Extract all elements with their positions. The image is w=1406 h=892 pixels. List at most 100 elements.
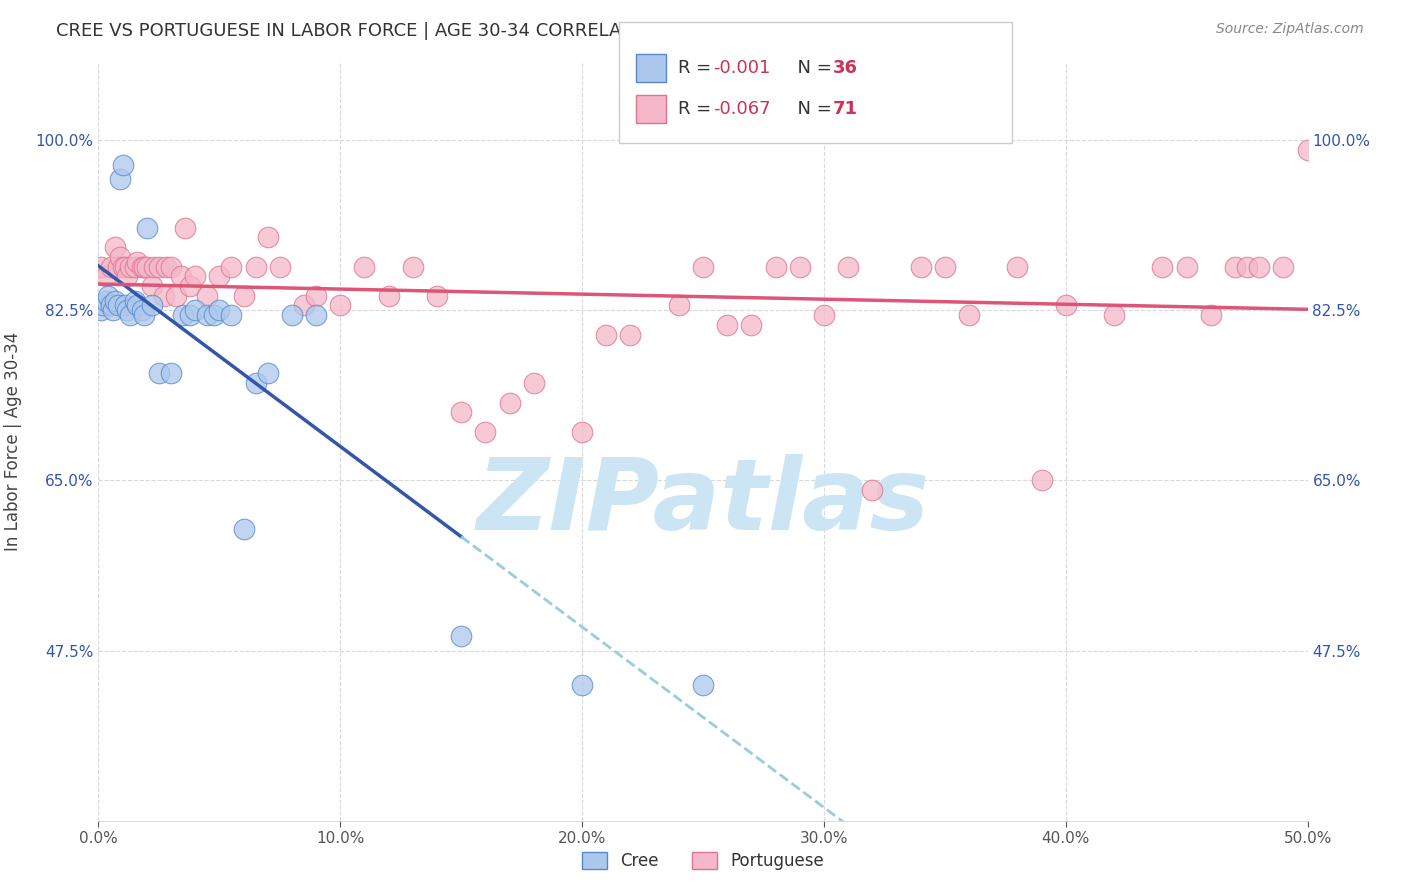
- Text: R =: R =: [678, 59, 717, 77]
- Point: [148, 367, 170, 381]
- Point: [134, 308, 156, 322]
- Point: [118, 308, 141, 322]
- Point: [668, 298, 690, 312]
- Point: [195, 308, 218, 322]
- Point: [114, 298, 136, 312]
- Point: [1054, 298, 1077, 312]
- Point: [160, 260, 183, 274]
- Point: [184, 303, 207, 318]
- Legend: Cree, Portuguese: Cree, Portuguese: [575, 845, 831, 877]
- Point: [90, 303, 112, 318]
- Point: [127, 298, 149, 312]
- Point: [108, 172, 131, 186]
- Point: [1199, 308, 1222, 322]
- Point: [108, 250, 131, 264]
- Point: [160, 367, 183, 381]
- Y-axis label: In Labor Force | Age 30-34: In Labor Force | Age 30-34: [4, 332, 21, 551]
- Point: [1223, 260, 1246, 274]
- Point: [97, 289, 120, 303]
- Text: -0.001: -0.001: [713, 59, 770, 77]
- Point: [402, 260, 425, 274]
- Point: [100, 298, 122, 312]
- Point: [131, 260, 153, 274]
- Point: [208, 269, 231, 284]
- Point: [179, 279, 201, 293]
- Point: [256, 367, 278, 381]
- Point: [104, 293, 127, 308]
- Point: [94, 269, 117, 284]
- Point: [174, 220, 197, 235]
- Point: [1007, 260, 1029, 274]
- Point: [353, 260, 375, 274]
- Point: [474, 425, 496, 439]
- Point: [245, 376, 267, 391]
- Point: [107, 298, 129, 312]
- Text: -0.067: -0.067: [713, 100, 770, 118]
- Point: [619, 327, 641, 342]
- Point: [269, 260, 291, 274]
- Point: [179, 308, 201, 322]
- Text: 36: 36: [832, 59, 858, 77]
- Point: [692, 260, 714, 274]
- Point: [134, 260, 156, 274]
- Point: [245, 260, 267, 274]
- Point: [135, 220, 157, 235]
- Point: [860, 483, 883, 497]
- Point: [155, 260, 177, 274]
- Text: N =: N =: [786, 100, 838, 118]
- Point: [124, 260, 146, 274]
- Point: [111, 260, 134, 274]
- Point: [1236, 260, 1258, 274]
- Point: [377, 289, 399, 303]
- Point: [141, 279, 163, 293]
- Text: 71: 71: [832, 100, 858, 118]
- Point: [111, 157, 134, 171]
- Point: [152, 289, 174, 303]
- Text: CREE VS PORTUGUESE IN LABOR FORCE | AGE 30-34 CORRELATION CHART: CREE VS PORTUGUESE IN LABOR FORCE | AGE …: [56, 22, 731, 40]
- Point: [716, 318, 738, 332]
- Point: [1296, 143, 1319, 157]
- Point: [221, 260, 243, 274]
- Point: [169, 269, 191, 284]
- Point: [148, 260, 170, 274]
- Point: [837, 260, 859, 274]
- Text: ZIPatlas: ZIPatlas: [477, 454, 929, 550]
- Point: [305, 308, 328, 322]
- Point: [1272, 260, 1295, 274]
- Point: [131, 303, 153, 318]
- Point: [195, 289, 218, 303]
- Point: [957, 308, 980, 322]
- Text: R =: R =: [678, 100, 717, 118]
- Point: [101, 303, 124, 318]
- Point: [221, 308, 243, 322]
- Point: [305, 289, 328, 303]
- Point: [165, 289, 187, 303]
- Point: [426, 289, 449, 303]
- Point: [571, 677, 593, 691]
- Point: [1102, 308, 1125, 322]
- Point: [118, 260, 141, 274]
- Point: [232, 522, 254, 536]
- Point: [595, 327, 617, 342]
- Point: [789, 260, 811, 274]
- Point: [450, 405, 472, 419]
- Point: [184, 269, 207, 284]
- Point: [281, 308, 304, 322]
- Point: [141, 298, 163, 312]
- Point: [117, 303, 139, 318]
- Point: [143, 260, 166, 274]
- Point: [1152, 260, 1174, 274]
- Point: [90, 260, 112, 274]
- Point: [571, 425, 593, 439]
- Point: [292, 298, 315, 312]
- Point: [1249, 260, 1271, 274]
- Point: [498, 395, 520, 409]
- Point: [813, 308, 835, 322]
- Text: Source: ZipAtlas.com: Source: ZipAtlas.com: [1216, 22, 1364, 37]
- Point: [329, 298, 352, 312]
- Point: [91, 298, 114, 312]
- Point: [114, 260, 136, 274]
- Point: [100, 260, 122, 274]
- Point: [94, 293, 117, 308]
- Point: [1175, 260, 1198, 274]
